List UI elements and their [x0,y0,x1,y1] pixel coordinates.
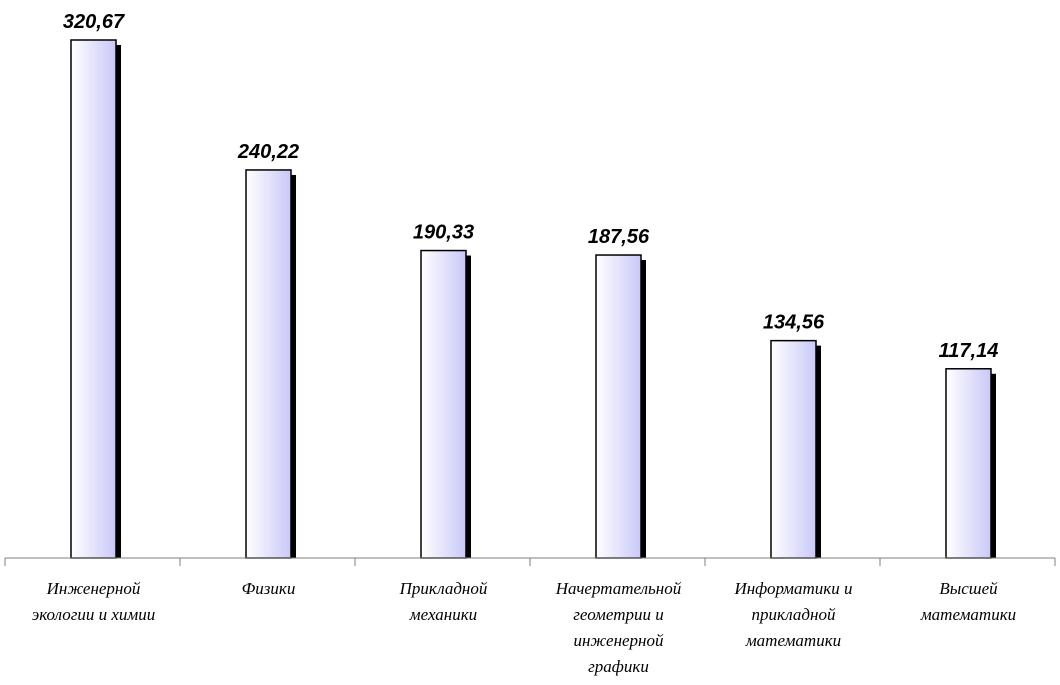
bar [945,368,992,559]
data-label: 190,33 [413,222,474,244]
bar [420,249,467,559]
bar [70,39,117,559]
bar [245,169,292,559]
category-label: Физики [241,579,296,598]
category-label: Инженерной экологии и химии [31,579,156,624]
data-label: 240,22 [237,141,299,163]
category-label: Информатики и прикладной математики [734,579,853,650]
data-label: 117,14 [939,340,999,362]
data-label: 134,56 [763,312,825,334]
category-label: Прикладной механики [399,579,488,624]
category-label: Начертательной геометрии и инженерной гр… [555,579,682,676]
bar [770,339,817,559]
category-label: Высшей математики [920,579,1017,624]
data-label: 187,56 [588,226,650,248]
data-label: 320,67 [63,11,125,33]
bar [595,254,642,559]
